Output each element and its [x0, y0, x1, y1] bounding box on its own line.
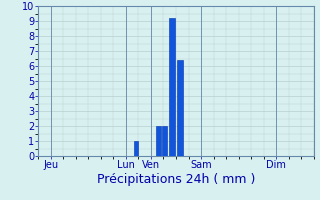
- Bar: [163, 126, 167, 156]
- Bar: [177, 60, 182, 156]
- Bar: [134, 141, 138, 156]
- Bar: [156, 126, 161, 156]
- X-axis label: Précipitations 24h ( mm ): Précipitations 24h ( mm ): [97, 173, 255, 186]
- Bar: [170, 18, 175, 156]
